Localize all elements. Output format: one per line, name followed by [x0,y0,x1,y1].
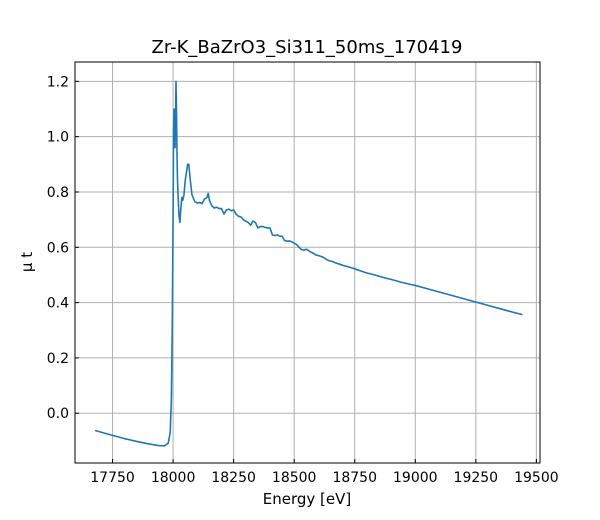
x-axis-label: Energy [eV] [263,490,351,508]
y-tick-label: 0.0 [47,406,69,422]
y-tick-label: 1.2 [47,74,69,90]
x-tick-label: 18750 [332,470,377,486]
y-axis-ticks: 0.0 0.2 0.4 0.6 0.8 1.0 1.2 [47,74,79,422]
y-tick-label: 0.2 [47,351,69,367]
y-axis-label: μ t [18,252,36,272]
x-tick-label: 18250 [211,470,256,486]
series-line [94,80,523,447]
x-tick-label: 19250 [454,470,499,486]
y-tick-label: 0.8 [47,185,69,201]
grid-lines [75,62,540,463]
x-tick-label: 18500 [272,470,317,486]
y-tick-label: 0.4 [47,296,69,312]
y-tick-label: 1.0 [47,130,69,146]
y-tick-label: 0.6 [47,240,69,256]
series-layer [94,80,523,447]
chart-title: Zr-K_BaZrO3_Si311_50ms_170419 [152,37,463,58]
x-axis-ticks: 17750 18000 18250 18500 18750 19000 19250 19500 [90,459,559,486]
x-tick-label: 19000 [393,470,438,486]
x-tick-label: 17750 [90,470,135,486]
plot-frame [74,61,541,464]
x-tick-label: 19500 [514,470,559,486]
x-tick-label: 18000 [151,470,196,486]
